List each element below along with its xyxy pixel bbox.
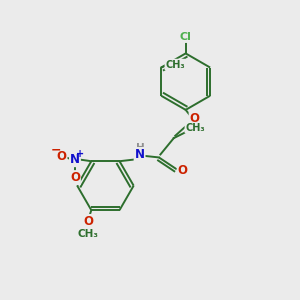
Text: H: H bbox=[136, 143, 145, 153]
Text: +: + bbox=[76, 149, 84, 159]
Text: O: O bbox=[70, 171, 80, 184]
Text: O: O bbox=[190, 112, 200, 125]
Text: −: − bbox=[51, 144, 62, 157]
Text: O: O bbox=[57, 150, 67, 163]
Text: Cl: Cl bbox=[180, 32, 192, 42]
Text: N: N bbox=[135, 148, 145, 161]
Text: CH₃: CH₃ bbox=[78, 229, 99, 239]
Text: CH₃: CH₃ bbox=[185, 123, 205, 133]
Text: O: O bbox=[83, 215, 93, 228]
Text: CH₃: CH₃ bbox=[165, 59, 185, 70]
Text: N: N bbox=[70, 153, 80, 166]
Text: O: O bbox=[178, 164, 188, 177]
